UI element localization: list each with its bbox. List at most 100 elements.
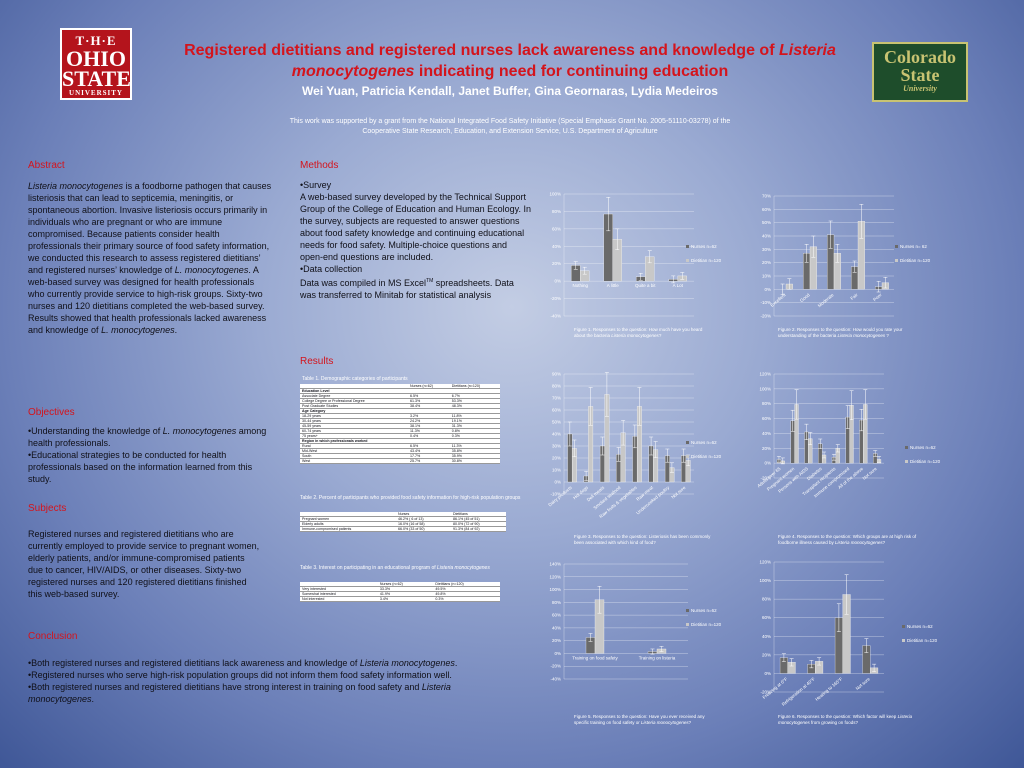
table-cell: 17.7% [408,453,450,459]
conclusion-1a: •Both registered nurses and registered d… [28,658,360,668]
grant-note: This work was supported by a grant from … [289,118,731,135]
y-tick-label: 60% [552,613,561,618]
table-cell: 11.3% [449,443,500,449]
table-cell: 43.4% [408,448,450,454]
table-cell [449,388,500,394]
table-row: Post Graduate Studies 38.4% 48.3% [300,403,500,409]
table-cell: 16.0% (16 of 58) [395,521,451,527]
y-tick-label: 100% [759,386,771,391]
y-tick-label: 40% [762,234,771,239]
y-tick-label: 90% [552,372,561,377]
y-tick-label: 0% [554,480,561,485]
table-cell: 49.8% [433,591,500,597]
fig6-cap-a: Figure 6. Responses to the question: Whi… [778,714,898,719]
table-cell: 41.9% [377,591,434,597]
y-tick-label: 80% [552,384,561,389]
table1-header-cell [300,384,409,389]
poster-title: Registered dietitians and registered nur… [150,40,870,82]
table-cell: 3.4% [377,596,434,602]
table-cell: 80.0% (72 of 90) [450,521,506,527]
y-tick-label: 100% [549,587,561,592]
legend-swatch [905,460,908,463]
fig1-cap-b: ? [658,333,662,338]
table-cell: Associate Degree [300,393,409,399]
table2-header-row: Nurses Dietitians [300,512,506,517]
y-tick-label: 0% [764,671,771,676]
table-cell: 31.3% [449,423,500,429]
legend-label: Dietitian n=120 [910,459,941,464]
results-heading: Results [300,356,334,367]
conclusion-1b: . [454,658,458,668]
osu-logo-line1: T·H·E [75,33,117,48]
legend-label: Nurses n=62 [691,244,717,249]
table-cell: 0.8% [449,428,500,434]
x-tick-label: Training on food safety [572,655,618,660]
table-cell: West [300,458,409,464]
subjects-heading: Subjects [28,503,67,514]
table3-header-cell: Nurses (n=62) [377,582,434,587]
table-cell: 11.8% [449,413,500,419]
y-tick-label: -20% [760,314,771,319]
legend-swatch [686,441,689,444]
figure2-chart: -20% -10% 0% 10% 20% 30% 40% 50% 60% 70% Excellent… [760,194,930,319]
legend-label: Nurses n=62 [691,440,717,445]
y-tick-label: -20% [760,690,771,695]
y-tick-label: 140% [549,562,561,567]
y-tick-label: 0% [554,651,561,656]
table-cell: Rural [300,443,409,449]
y-tick-label: 0% [764,287,771,292]
table-cell: 66.0% (33 of 50) [395,526,451,532]
fig4-cap-b: ? [882,540,886,545]
title-italic: Listeria monocytogenes [291,42,836,80]
y-tick-label: 120% [759,372,771,377]
table3-caption-a: Table 3. Interest on participating in an… [300,565,438,571]
table-cell: 91.3% (84 of 92) [450,526,506,532]
table-row: 75 years+ 0.4% 0.3% [300,433,500,439]
table3-caption-i: Listeria monocytogenes [437,565,490,571]
y-tick-label: 100% [549,192,561,197]
table-row: 18-29 years 3.2% 11.8% [300,413,500,419]
x-tick-label: Not sure [862,466,879,481]
table3-header-row: Nurses (n=62) Dietitians (n=120) [300,582,500,587]
table-cell: 38.4% [408,403,450,409]
table2-header-cell: Dietitians [450,512,506,517]
table3-header-cell: Dietitians (n=120) [433,582,500,587]
figure1-chart: -40% -20% 0% 20% 40% 60% 80% 100% Nothing A littl… [549,192,721,319]
fig2-cap-a: Figure 2. Responses to the question: How… [778,327,903,338]
table-cell: 11.3% [408,428,450,434]
ohio-state-logo: T·H·E OHIO STATE UNIVERSITY [60,28,132,100]
conclusion-text: •Both registered nurses and registered d… [28,657,496,705]
conclusion-3a: •Both registered nurses and registered d… [28,682,422,692]
y-tick-label: 70% [762,194,771,199]
table-row: Region in which professionals worked [300,438,500,444]
csu-logo-line2: State [900,65,940,85]
objective-1a: •Understanding the knowledge of [28,426,163,436]
y-tick-label: 60% [552,408,561,413]
legend-swatch [686,259,689,262]
legend-label: Nurses n=62 [691,608,717,613]
x-tick-label: Heating to 165°F [814,676,843,702]
legend-swatch [895,259,898,262]
legend-label: Nurses n=62 [907,624,933,629]
abstract-italic: Listeria monocytogenes [28,181,124,191]
fig5-cap-b: ? [688,720,692,725]
x-tick-label: A little [607,283,620,288]
legend-swatch [905,446,908,449]
table-cell [408,408,450,414]
table-cell: Somewhat interested [300,591,378,597]
abstract-text: Listeria monocytogenes is a foodborne pa… [28,180,272,336]
legend-swatch [902,625,905,628]
x-tick-label: Poor [872,292,883,302]
y-tick-label: -20% [550,296,561,301]
table-cell: 60-74 years [300,428,409,434]
y-tick-label: 60% [762,615,771,620]
figure4-caption: Figure 4. Responses to the question: Whi… [778,534,928,546]
table-cell: 61.3% [408,398,450,404]
colorado-state-logo: Colorado State University [872,42,968,102]
table-row: Elderly adults 16.0% (16 of 58) 80.0% (72 … [300,521,506,527]
table1-header-cell: Dietitians (n=120) [449,384,500,389]
y-tick-label: 20% [762,652,771,657]
y-tick-label: 80% [552,209,561,214]
fig6-cap-b: from growing on foods? [809,720,859,725]
table-row: 60-74 years 11.3% 0.8% [300,428,500,434]
